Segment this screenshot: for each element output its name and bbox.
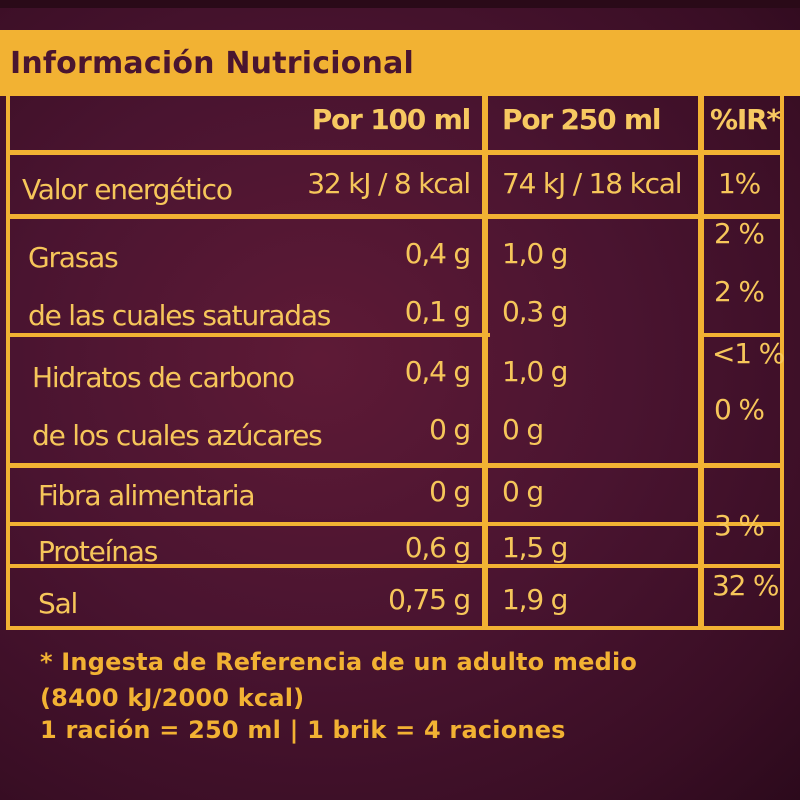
row-protein-per100: 0,6 g [404, 531, 471, 564]
row-sugars-ir: 0 % [714, 393, 765, 426]
header-per-250: Por 250 ml [502, 103, 661, 136]
title-bar: Información Nutricional [0, 30, 800, 96]
footnote-energy: (8400 kJ/2000 kcal) [40, 684, 305, 712]
row-carbs-ir: <1 % [712, 337, 785, 370]
divider-row-energy [10, 214, 780, 219]
row-label-protein: Proteínas [38, 535, 158, 568]
row-label-carbs: Hidratos de carbono [32, 361, 295, 394]
row-label-energy: Valor energético [22, 173, 233, 206]
row-label-fats: Grasas [28, 241, 119, 274]
row-label-saturated: de las cuales saturadas [28, 299, 331, 332]
divider-row-header [10, 150, 780, 155]
row-energy-per250: 74 kJ / 18 kcal [502, 167, 683, 200]
row-carbs-per250: 1,0 g [502, 355, 568, 388]
row-label-fiber: Fibra alimentaria [38, 479, 256, 512]
row-energy-per100: 32 kJ / 8 kcal [307, 167, 471, 200]
row-saturated-ir: 2 % [714, 275, 765, 308]
row-salt-ir: 32 % [712, 569, 780, 602]
divider-col-1 [482, 90, 488, 626]
row-saturated-per250: 0,3 g [502, 295, 568, 328]
row-fats-per100: 0,4 g [404, 237, 471, 270]
row-salt-per100: 0,75 g [388, 583, 471, 616]
row-label-salt: Sal [38, 587, 78, 620]
row-protein-per250: 1,5 g [502, 531, 568, 564]
divider-row-carbs [10, 463, 780, 468]
row-fats-ir: 2 % [714, 217, 765, 250]
row-sugars-per250: 0 g [502, 413, 544, 446]
row-sugars-per100: 0 g [429, 413, 471, 446]
row-salt-per250: 1,9 g [502, 583, 568, 616]
table-title: Información Nutricional [10, 45, 415, 81]
row-energy-ir: 1% [718, 167, 761, 200]
header-per-100: Por 100 ml [311, 103, 471, 136]
header-ir: %IR* [710, 103, 781, 136]
row-fiber-per250: 0 g [502, 475, 544, 508]
row-protein-ir: 3 % [714, 509, 765, 542]
row-saturated-per100: 0,1 g [404, 295, 471, 328]
row-label-sugars: de los cuales azúcares [32, 419, 323, 452]
footnote-serving: 1 ración = 250 ml | 1 brik = 4 raciones [40, 716, 566, 744]
divider-row-fiber [10, 522, 780, 526]
top-edge [0, 0, 800, 8]
row-fats-per250: 1,0 g [502, 237, 568, 270]
row-carbs-per100: 0,4 g [404, 355, 471, 388]
nutrition-table: Por 100 ml Por 250 ml %IR* Valor energét… [6, 90, 785, 630]
divider-col-2 [698, 90, 704, 626]
divider-row-protein [10, 564, 780, 568]
divider-row-fats-ir [698, 333, 780, 337]
row-fiber-per100: 0 g [429, 475, 471, 508]
divider-row-fats [10, 333, 490, 337]
footnote-reference: * Ingesta de Referencia de un adulto med… [40, 648, 638, 676]
